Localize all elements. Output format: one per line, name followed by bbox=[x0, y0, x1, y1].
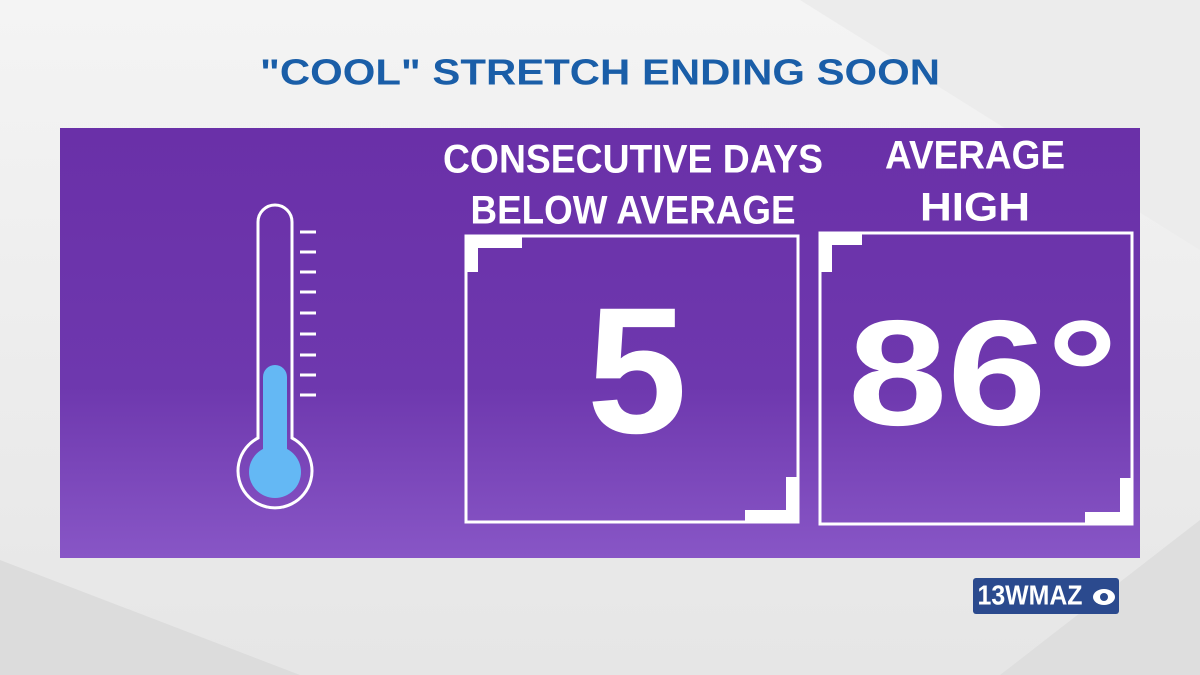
stat-value: 5 bbox=[587, 271, 687, 472]
stat-label: AVERAGE bbox=[885, 134, 1065, 178]
title: "COOL" STRETCH ENDING SOON bbox=[260, 52, 940, 93]
thermometer bbox=[236, 203, 316, 510]
logo-text: 13WMAZ bbox=[978, 579, 1083, 610]
stat-label: HIGH bbox=[920, 186, 1030, 230]
logo: 13WMAZ bbox=[973, 578, 1119, 614]
stat-label: CONSECUTIVE DAYS bbox=[443, 138, 823, 182]
stat-label: BELOW AVERAGE bbox=[471, 189, 796, 233]
bg-shape bbox=[0, 560, 300, 675]
stat-box: CONSECUTIVE DAYS BELOW AVERAGE 5 bbox=[443, 138, 823, 524]
stat-value: 86° bbox=[848, 289, 1118, 457]
stat-box: AVERAGE HIGH 86° bbox=[818, 134, 1134, 526]
